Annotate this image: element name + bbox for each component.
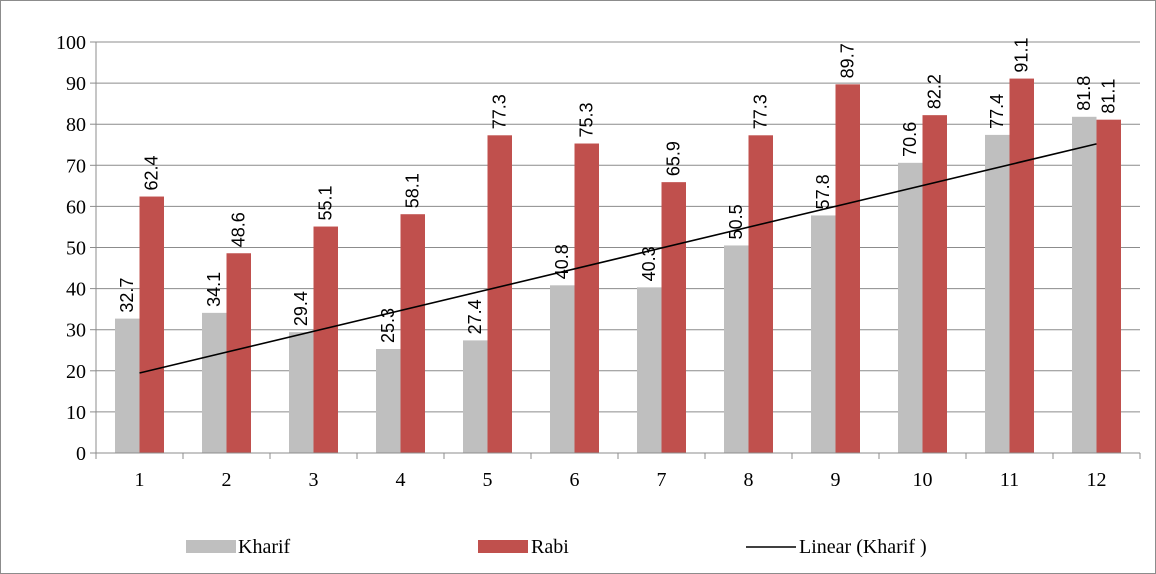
bar-kharif-11 <box>985 134 1010 454</box>
bar-kharif-1 <box>115 318 140 453</box>
y-tick-label: 0 <box>76 443 86 465</box>
bar-rabi-12 <box>1096 119 1121 453</box>
gridlines <box>96 41 1140 413</box>
x-tick-label: 7 <box>657 469 667 491</box>
data-label-rabi: 58.1 <box>403 173 423 208</box>
data-label-rabi: 75.3 <box>577 102 597 137</box>
bar-rabi-8 <box>748 135 773 453</box>
bar-kharif-10 <box>898 162 923 454</box>
y-tick-label: 50 <box>66 238 86 260</box>
bar-rabi-1 <box>139 196 164 453</box>
data-label-kharif: 34.1 <box>204 272 224 307</box>
y-tick-label: 40 <box>66 279 86 301</box>
data-label-kharif: 40.8 <box>552 244 572 279</box>
bar-kharif-4 <box>376 349 401 453</box>
data-label-kharif: 70.6 <box>900 122 920 157</box>
bar-rabi-7 <box>661 182 686 453</box>
x-tick-label: 10 <box>913 469 933 491</box>
bar-rabi-11 <box>1009 78 1034 453</box>
bar-kharif-7 <box>637 287 662 453</box>
legend: Kharif Rabi Linear (Kharif ) <box>186 536 927 558</box>
x-tick-label: 3 <box>309 469 319 491</box>
bar-kharif-9 <box>811 215 836 453</box>
x-tick-label: 11 <box>1000 469 1019 491</box>
x-tick-label: 6 <box>570 469 580 491</box>
x-tick-label: 12 <box>1087 469 1107 491</box>
bar-kharif-2 <box>202 312 227 453</box>
y-tick-label: 100 <box>56 32 86 54</box>
data-label-rabi: 48.6 <box>229 212 249 247</box>
y-tick-label: 80 <box>66 114 86 136</box>
x-tick-label: 5 <box>483 469 493 491</box>
legend-label-trendline: Linear (Kharif ) <box>799 536 927 558</box>
y-tick-label: 90 <box>66 73 86 95</box>
bar-kharif-6 <box>550 285 575 453</box>
data-label-rabi: 62.4 <box>142 155 162 190</box>
bar-kharif-3 <box>289 332 314 453</box>
bar-rabi-10 <box>922 115 947 454</box>
legend-swatch-kharif <box>186 540 236 553</box>
bar-rabi-5 <box>487 135 512 453</box>
data-label-kharif: 50.5 <box>726 204 746 239</box>
bar-kharif-5 <box>463 340 488 453</box>
bar-rabi-6 <box>574 143 599 453</box>
y-tick-label: 70 <box>66 155 86 177</box>
bar-kharif-8 <box>724 245 749 453</box>
data-label-rabi: 77.3 <box>490 94 510 129</box>
x-tick-label: 4 <box>396 469 406 491</box>
data-label-rabi: 89.7 <box>838 43 858 78</box>
x-tick-label: 1 <box>135 469 145 491</box>
data-label-kharif: 81.8 <box>1074 76 1094 111</box>
data-labels: 32.7 34.1 29.4 25.3 27.4 40.8 40.3 50.5 57.8 70.6… <box>117 38 1119 343</box>
data-label-rabi: 77.3 <box>751 94 771 129</box>
bar-rabi-3 <box>313 226 338 453</box>
y-tick-label: 60 <box>66 196 86 218</box>
data-label-rabi: 81.1 <box>1099 79 1119 114</box>
bar-kharif-12 <box>1072 116 1097 453</box>
legend-label-rabi: Rabi <box>531 536 569 558</box>
bar-rabi-4 <box>400 214 425 453</box>
bar-rabi-9 <box>835 84 860 453</box>
data-label-rabi: 65.9 <box>664 141 684 176</box>
data-label-kharif: 32.7 <box>117 278 137 313</box>
data-label-rabi: 55.1 <box>316 185 336 220</box>
trendline <box>139 143 1097 374</box>
y-tick-label: 30 <box>66 320 86 342</box>
x-tick-label: 8 <box>744 469 754 491</box>
x-tick-label: 9 <box>831 469 841 491</box>
bar-rabi-2 <box>226 253 251 453</box>
bars <box>115 78 1121 454</box>
legend-swatch-rabi <box>478 540 528 553</box>
x-tick-label: 2 <box>222 469 232 491</box>
y-tick-label: 10 <box>66 402 86 424</box>
y-tick-label: 20 <box>66 361 86 383</box>
data-label-kharif: 29.4 <box>291 291 311 326</box>
data-label-kharif: 77.4 <box>987 94 1007 129</box>
data-label-kharif: 57.8 <box>813 174 833 209</box>
legend-label-kharif: Kharif <box>238 536 291 558</box>
data-label-kharif: 25.3 <box>378 308 398 343</box>
data-label-rabi: 91.1 <box>1012 38 1032 73</box>
data-label-kharif: 27.4 <box>465 299 485 334</box>
data-label-rabi: 82.2 <box>925 74 945 109</box>
trendline-line <box>139 143 1097 374</box>
data-label-kharif: 40.3 <box>639 246 659 281</box>
